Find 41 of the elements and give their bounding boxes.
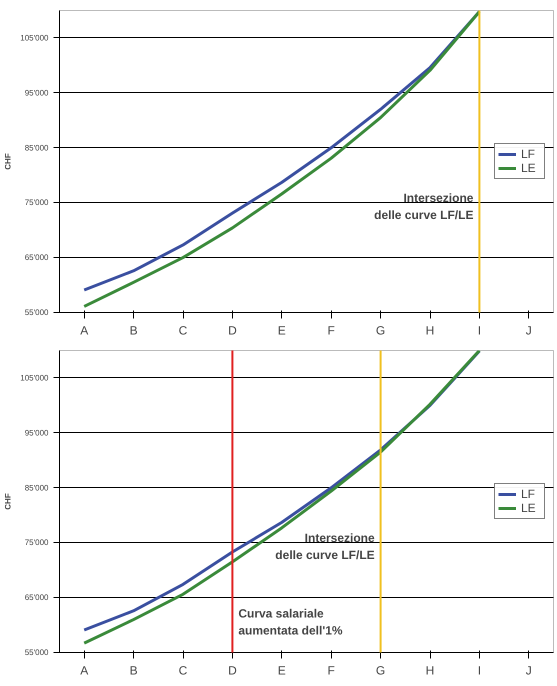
y-tick-label: 55'000 [24,308,50,317]
legend-label: LE [521,161,537,175]
x-tick-label: G [376,324,386,338]
y-tick-label: 95'000 [24,428,50,438]
y-tick-label: 55'000 [24,648,50,657]
x-tick-label: D [228,324,238,338]
legend-label: LF [521,147,536,161]
ref-line-label: Curva salariale aumentata dell'1% [238,606,343,638]
y-tick-label: 75'000 [24,198,50,208]
y-tick-label: 95'000 [24,88,50,98]
x-tick-label: B [130,324,138,338]
legend-label: LE [521,501,537,515]
x-tick-label: H [426,324,434,338]
y-tick-label: 75'000 [24,538,50,548]
x-tick-label: C [178,324,188,338]
x-tick-label: E [278,324,286,338]
y-tick-label: 85'000 [24,483,50,492]
ref-line-label: Intersezione delle curve LF/LE [275,531,375,562]
y-tick-label: 65'000 [24,593,50,602]
x-tick-label: E [278,664,286,678]
x-tick-label: A [80,664,88,678]
y-axis-title: CHF [3,153,12,170]
y-tick-label: 65'000 [24,253,50,262]
x-tick-label: A [80,324,88,338]
x-tick-label: G [376,664,386,678]
x-tick-label: D [228,664,238,678]
x-tick-label: B [130,664,138,678]
x-tick-label: J [526,664,532,678]
ref-line-label: Intersezione delle curve LF/LE [374,191,474,222]
y-tick-label: 85'000 [24,143,50,152]
x-tick-label: C [178,664,188,678]
legend-label: LF [521,487,536,501]
x-tick-label: F [328,664,335,678]
x-tick-label: F [328,324,335,338]
x-tick-label: I [478,664,482,678]
x-tick-label: H [426,664,434,678]
x-tick-label: J [526,324,532,338]
y-tick-label: 105'000 [20,373,50,382]
y-tick-label: 105'000 [20,33,50,42]
y-axis-title: CHF [3,493,12,510]
x-tick-label: I [478,324,482,338]
